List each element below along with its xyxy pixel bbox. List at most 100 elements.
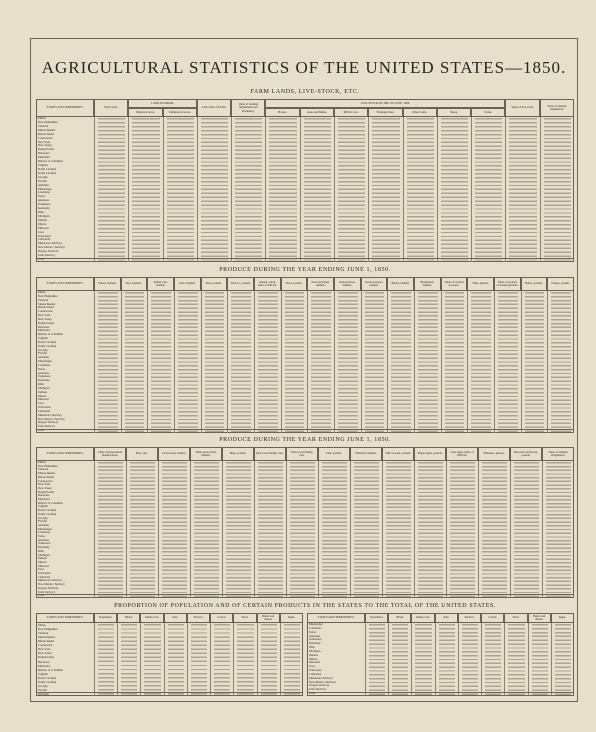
state-name: Missouri xyxy=(38,564,49,568)
total-label: Total xyxy=(309,692,316,696)
column-header: Value of produce of market gardens. xyxy=(494,277,521,291)
column-header: Value of animals slaughtered. xyxy=(539,99,574,117)
state-name: District of Columbia xyxy=(38,501,63,505)
state-name: Missouri xyxy=(309,661,320,665)
column-header: Milch Cows. xyxy=(334,108,369,117)
column-header: Cheese, pounds. xyxy=(547,277,574,291)
state-name: Georgia xyxy=(38,516,48,520)
column-header: Wool. xyxy=(233,613,257,623)
state-name: Mississippi xyxy=(38,360,52,364)
data-column xyxy=(256,623,280,696)
state-name: Arkansas xyxy=(309,634,321,638)
column-header: Water-rotted hemp, tons. xyxy=(286,447,318,461)
data-column xyxy=(414,291,441,433)
first-column-header: STATES AND TERRITORIES. xyxy=(36,277,94,291)
column-header: Sugar. xyxy=(550,613,574,623)
total-label: Total xyxy=(38,258,45,262)
column-header: Horses. xyxy=(265,108,300,117)
data-column xyxy=(147,291,174,433)
column-header: Working Oxen. xyxy=(368,108,403,117)
column-header: Cotton. xyxy=(481,613,505,623)
state-name: Illinois xyxy=(38,222,47,226)
state-name: Mississippi xyxy=(38,187,52,191)
data-column xyxy=(388,623,411,696)
data-column xyxy=(254,461,286,598)
section-heading: FARM LANDS, LIVE-STOCK, ETC. xyxy=(250,89,360,95)
state-name: Connecticut xyxy=(38,310,53,314)
data-column xyxy=(120,291,148,433)
column-header: Dew-rotted hemp, tons. xyxy=(254,447,286,461)
data-column xyxy=(504,623,527,696)
column-header: Swine. xyxy=(471,108,506,117)
column-header: Oats. xyxy=(163,613,187,623)
state-name: New Hampshire xyxy=(38,464,58,468)
data-column xyxy=(318,461,350,598)
first-column-header: STATES AND TERRITORIES. xyxy=(307,613,365,623)
state-name: Massachusetts xyxy=(38,635,56,640)
state-name: Pennsylvania xyxy=(38,148,54,152)
total-label: Total xyxy=(38,429,45,433)
data-column xyxy=(222,461,254,598)
section-heading: PRODUCE DURING THE YEAR ENDING JUNE 1, 1… xyxy=(219,267,391,273)
column-header: Tobacco. xyxy=(186,613,211,623)
state-name: Alabama xyxy=(38,523,49,527)
state-name: Missouri xyxy=(38,226,49,230)
state-name: New Hampshire xyxy=(38,120,58,124)
state-name: Vermont xyxy=(38,124,49,128)
data-column xyxy=(227,291,254,433)
state-name: Indiana xyxy=(38,390,47,394)
state-name: Michigan xyxy=(38,386,50,390)
state-name: New Mexico Territory xyxy=(309,680,336,684)
state-name: Oregon Territory xyxy=(309,684,330,688)
state-name: Louisiana xyxy=(38,363,50,367)
state-name: Wisconsin xyxy=(309,669,322,673)
data-column xyxy=(140,623,163,696)
data-column xyxy=(471,117,505,262)
state-name: Illinois xyxy=(38,394,47,398)
data-column xyxy=(478,461,510,598)
state-name: California xyxy=(38,238,51,242)
data-column xyxy=(210,623,233,696)
data-column xyxy=(481,623,504,696)
state-name: New York xyxy=(38,483,51,487)
state-name: Maine xyxy=(38,623,46,627)
state-name: Connecticut xyxy=(38,479,53,483)
state-name: Tennessee xyxy=(38,542,51,546)
data-column xyxy=(467,291,494,433)
data-column xyxy=(457,623,481,696)
state-name: Vermont xyxy=(38,631,49,636)
state-name: Texas xyxy=(38,195,45,199)
column-header: Oats. xyxy=(434,613,458,623)
state-name: District of Columbia xyxy=(38,160,63,164)
state-name: North Carolina xyxy=(38,167,57,171)
state-name: Florida xyxy=(38,352,47,356)
state-name: Iowa xyxy=(38,568,44,572)
data-column xyxy=(280,291,308,433)
column-header: Other Cattle. xyxy=(402,108,437,117)
state-name: Texas xyxy=(309,630,316,634)
first-column-header: STATES AND TERRITORIES. xyxy=(36,99,94,117)
state-name: Minnesota Territory xyxy=(38,242,62,246)
state-name: Delaware xyxy=(38,494,50,498)
state-name: New Jersey xyxy=(38,144,52,148)
state-name: District of Columbia xyxy=(38,333,63,337)
state-name: Connecticut xyxy=(38,643,53,648)
state-name: Illinois xyxy=(309,657,318,661)
column-header: Peas and beans, bushels. xyxy=(307,277,334,291)
state-name: Massachusetts xyxy=(38,302,56,306)
state-name: Indiana xyxy=(309,653,318,657)
data-column xyxy=(200,291,228,433)
data-column xyxy=(190,461,222,598)
data-column xyxy=(158,461,190,598)
data-column xyxy=(387,291,414,433)
data-column xyxy=(334,117,368,262)
column-header: Farm acres. xyxy=(94,99,129,117)
data-column xyxy=(265,117,299,262)
column-header: Barley, bushels. xyxy=(387,277,414,291)
column-header: Wheat. xyxy=(388,613,412,623)
data-column xyxy=(126,461,158,598)
state-name: South Carolina xyxy=(38,171,57,175)
state-name: South Carolina xyxy=(38,512,57,516)
state-name: Delaware xyxy=(38,325,50,329)
first-column-header: STATES AND TERRITORIES. xyxy=(36,447,94,461)
